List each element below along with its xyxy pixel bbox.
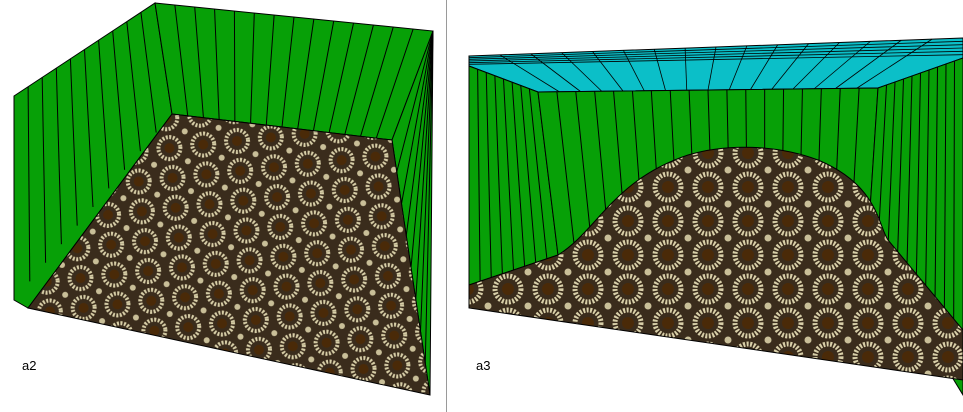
patterned-hill-floor	[468, 146, 963, 381]
room-render-a3	[468, 37, 963, 396]
room-render-a2	[13, 2, 434, 396]
panel-divider	[446, 0, 447, 412]
scene-panel-a2: a2	[0, 0, 446, 412]
scene-panel-a3: a3	[448, 0, 963, 412]
patterned-floor	[27, 113, 431, 396]
panel-label-a2: a2	[22, 358, 37, 373]
panel-label-a3: a3	[476, 358, 491, 373]
